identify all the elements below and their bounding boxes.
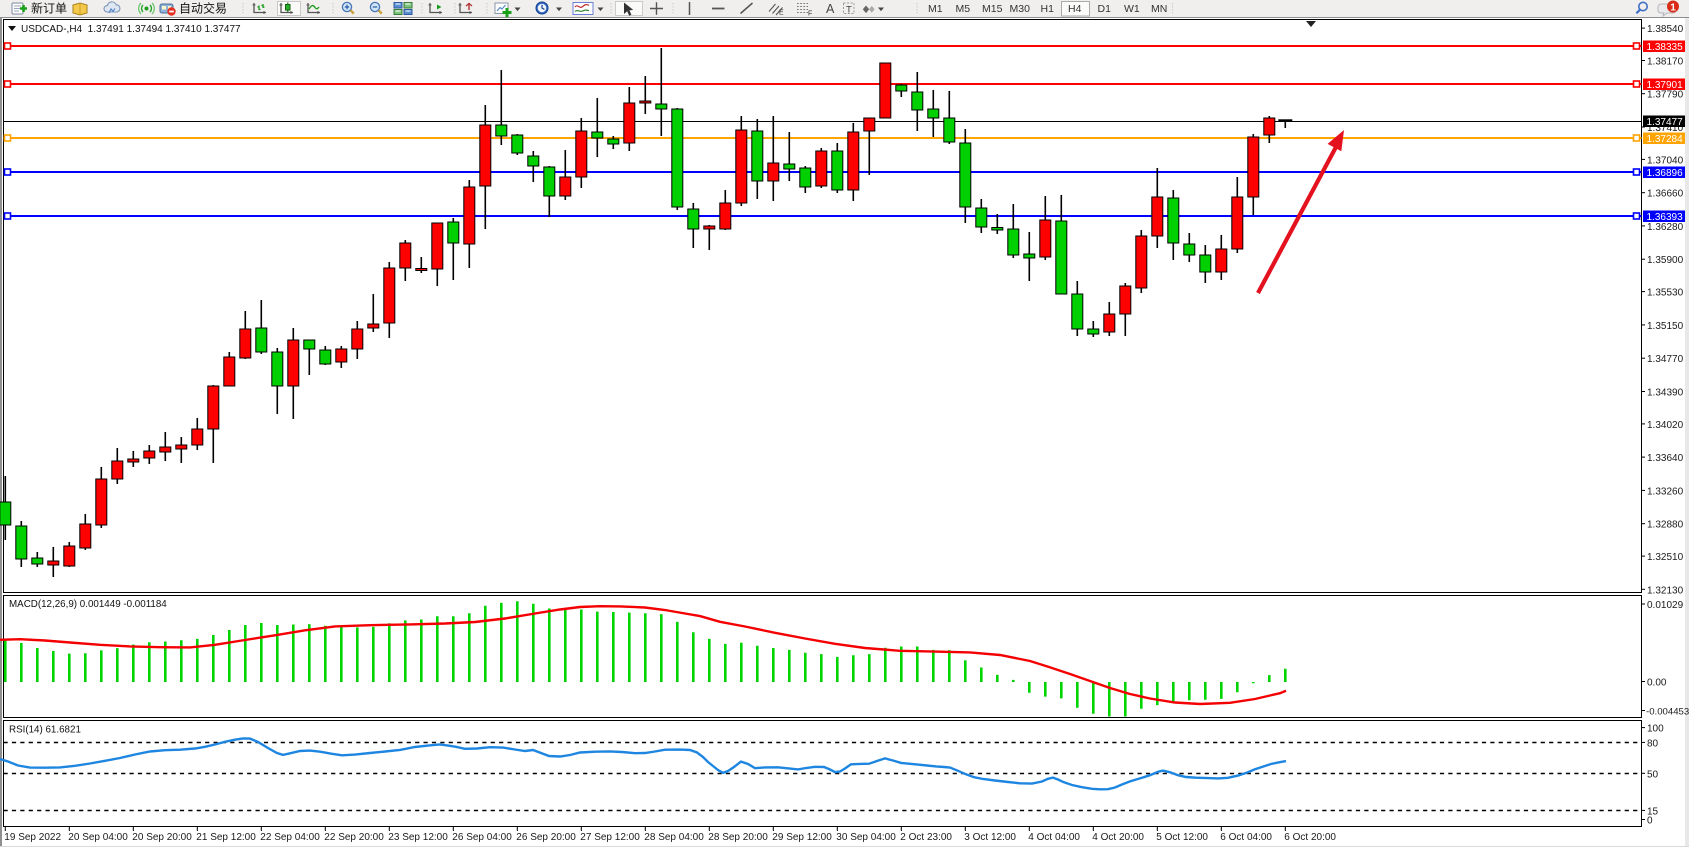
svg-text:1.36393: 1.36393 (1647, 212, 1684, 223)
svg-text:23 Sep 12:00: 23 Sep 12:00 (388, 832, 448, 843)
svg-text:4 Oct 04:00: 4 Oct 04:00 (1028, 832, 1080, 843)
svg-text:1.32880: 1.32880 (1647, 520, 1684, 531)
svg-text:28 Sep 20:00: 28 Sep 20:00 (708, 832, 768, 843)
svg-text:MACD(12,26,9) 0.001449 -0.0011: MACD(12,26,9) 0.001449 -0.001184 (9, 599, 167, 610)
svg-text:2 Oct 23:00: 2 Oct 23:00 (900, 832, 952, 843)
svg-text:1.38170: 1.38170 (1647, 57, 1684, 68)
svg-text:1.37410: 1.37410 (1647, 123, 1684, 134)
svg-text:0.01029: 0.01029 (1647, 600, 1684, 611)
svg-text:1.37477: 1.37477 (1647, 117, 1684, 128)
svg-text:6 Oct 20:00: 6 Oct 20:00 (1284, 832, 1336, 843)
svg-text:19 Sep 2022: 19 Sep 2022 (4, 832, 61, 843)
svg-text:1.38335: 1.38335 (1647, 42, 1684, 53)
svg-text:M5: M5 (956, 3, 971, 15)
svg-text:20 Sep 20:00: 20 Sep 20:00 (132, 832, 192, 843)
svg-text:USDCAD-,H4 1.37491 1.37494 1.: USDCAD-,H4 1.37491 1.37494 1.37410 1.374… (21, 24, 241, 35)
svg-text:M30: M30 (1010, 3, 1031, 15)
svg-text:H4: H4 (1068, 3, 1082, 15)
svg-text:0: 0 (1647, 816, 1653, 827)
svg-text:新订单: 新订单 (31, 1, 67, 16)
svg-text:1.38540: 1.38540 (1647, 24, 1684, 35)
svg-text:H1: H1 (1041, 3, 1055, 15)
svg-text:1.34770: 1.34770 (1647, 354, 1684, 365)
svg-text:5 Oct 12:00: 5 Oct 12:00 (1156, 832, 1208, 843)
svg-text:M15: M15 (982, 3, 1003, 15)
svg-text:4 Oct 20:00: 4 Oct 20:00 (1092, 832, 1144, 843)
svg-text:W1: W1 (1124, 3, 1140, 15)
svg-text:E: E (779, 10, 784, 17)
svg-text:F: F (808, 11, 812, 18)
svg-text:MN: MN (1151, 3, 1167, 15)
svg-text:A: A (826, 2, 835, 16)
svg-text:1: 1 (1670, 2, 1676, 14)
svg-text:26 Sep 04:00: 26 Sep 04:00 (452, 832, 512, 843)
svg-text:100: 100 (1647, 724, 1664, 735)
svg-text:1.32510: 1.32510 (1647, 552, 1684, 563)
svg-text:20 Sep 04:00: 20 Sep 04:00 (68, 832, 128, 843)
svg-text:26 Sep 20:00: 26 Sep 20:00 (516, 832, 576, 843)
svg-text:1.34390: 1.34390 (1647, 388, 1684, 399)
svg-text:D1: D1 (1098, 3, 1112, 15)
svg-text:80: 80 (1647, 738, 1659, 749)
svg-text:1.37284: 1.37284 (1647, 134, 1684, 145)
svg-text:30 Sep 04:00: 30 Sep 04:00 (836, 832, 896, 843)
svg-text:-0.004453: -0.004453 (1646, 707, 1689, 718)
svg-text:29 Sep 12:00: 29 Sep 12:00 (772, 832, 832, 843)
svg-text:1.37901: 1.37901 (1647, 80, 1684, 91)
svg-text:1.36896: 1.36896 (1647, 168, 1684, 179)
svg-text:RSI(14) 61.6821: RSI(14) 61.6821 (9, 725, 81, 736)
svg-text:T: T (846, 4, 852, 15)
svg-text:3 Oct 12:00: 3 Oct 12:00 (964, 832, 1016, 843)
svg-text:1.35900: 1.35900 (1647, 255, 1684, 266)
svg-text:6 Oct 04:00: 6 Oct 04:00 (1220, 832, 1272, 843)
svg-text:1.35530: 1.35530 (1647, 288, 1684, 299)
svg-text:1.37790: 1.37790 (1647, 90, 1684, 101)
svg-text:自动交易: 自动交易 (179, 1, 227, 16)
svg-text:22 Sep 04:00: 22 Sep 04:00 (260, 832, 320, 843)
svg-text:50: 50 (1647, 769, 1659, 780)
svg-text:1.34020: 1.34020 (1647, 420, 1684, 431)
svg-text:15: 15 (1647, 806, 1659, 817)
svg-text:1.36280: 1.36280 (1647, 222, 1684, 233)
svg-text:28 Sep 04:00: 28 Sep 04:00 (644, 832, 704, 843)
svg-text:22 Sep 20:00: 22 Sep 20:00 (324, 832, 384, 843)
svg-text:27 Sep 12:00: 27 Sep 12:00 (580, 832, 640, 843)
svg-text:M1: M1 (928, 3, 943, 15)
svg-text:1.37040: 1.37040 (1647, 155, 1684, 166)
svg-text:1.36660: 1.36660 (1647, 189, 1684, 200)
svg-text:1.33640: 1.33640 (1647, 453, 1684, 464)
svg-text:1.33260: 1.33260 (1647, 486, 1684, 497)
svg-text:21 Sep 12:00: 21 Sep 12:00 (196, 832, 256, 843)
svg-text:1.32130: 1.32130 (1647, 585, 1684, 596)
svg-text:0.00: 0.00 (1647, 678, 1667, 689)
svg-text:1.35150: 1.35150 (1647, 321, 1684, 332)
